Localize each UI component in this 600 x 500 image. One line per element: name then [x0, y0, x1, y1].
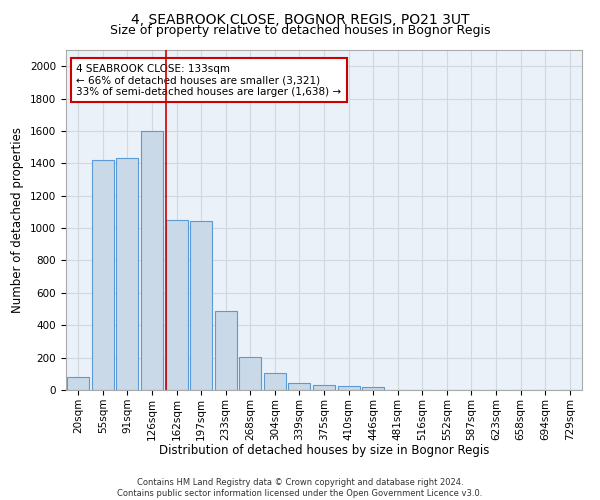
- Text: Size of property relative to detached houses in Bognor Regis: Size of property relative to detached ho…: [110, 24, 490, 37]
- Bar: [313, 386, 335, 390]
- Bar: [289, 383, 310, 390]
- Bar: [190, 221, 212, 390]
- Y-axis label: Number of detached properties: Number of detached properties: [11, 127, 25, 313]
- Bar: [239, 357, 262, 390]
- Bar: [215, 310, 237, 390]
- Bar: [338, 386, 359, 390]
- Text: Contains HM Land Registry data © Crown copyright and database right 2024.
Contai: Contains HM Land Registry data © Crown c…: [118, 478, 482, 498]
- Bar: [92, 160, 114, 390]
- Text: 4, SEABROOK CLOSE, BOGNOR REGIS, PO21 3UT: 4, SEABROOK CLOSE, BOGNOR REGIS, PO21 3U…: [131, 12, 469, 26]
- Bar: [67, 377, 89, 390]
- Bar: [116, 158, 139, 390]
- Text: 4 SEABROOK CLOSE: 133sqm
← 66% of detached houses are smaller (3,321)
33% of sem: 4 SEABROOK CLOSE: 133sqm ← 66% of detach…: [76, 64, 341, 97]
- Bar: [166, 220, 188, 390]
- Bar: [264, 373, 286, 390]
- X-axis label: Distribution of detached houses by size in Bognor Regis: Distribution of detached houses by size …: [159, 444, 489, 457]
- Bar: [362, 387, 384, 390]
- Bar: [141, 131, 163, 390]
